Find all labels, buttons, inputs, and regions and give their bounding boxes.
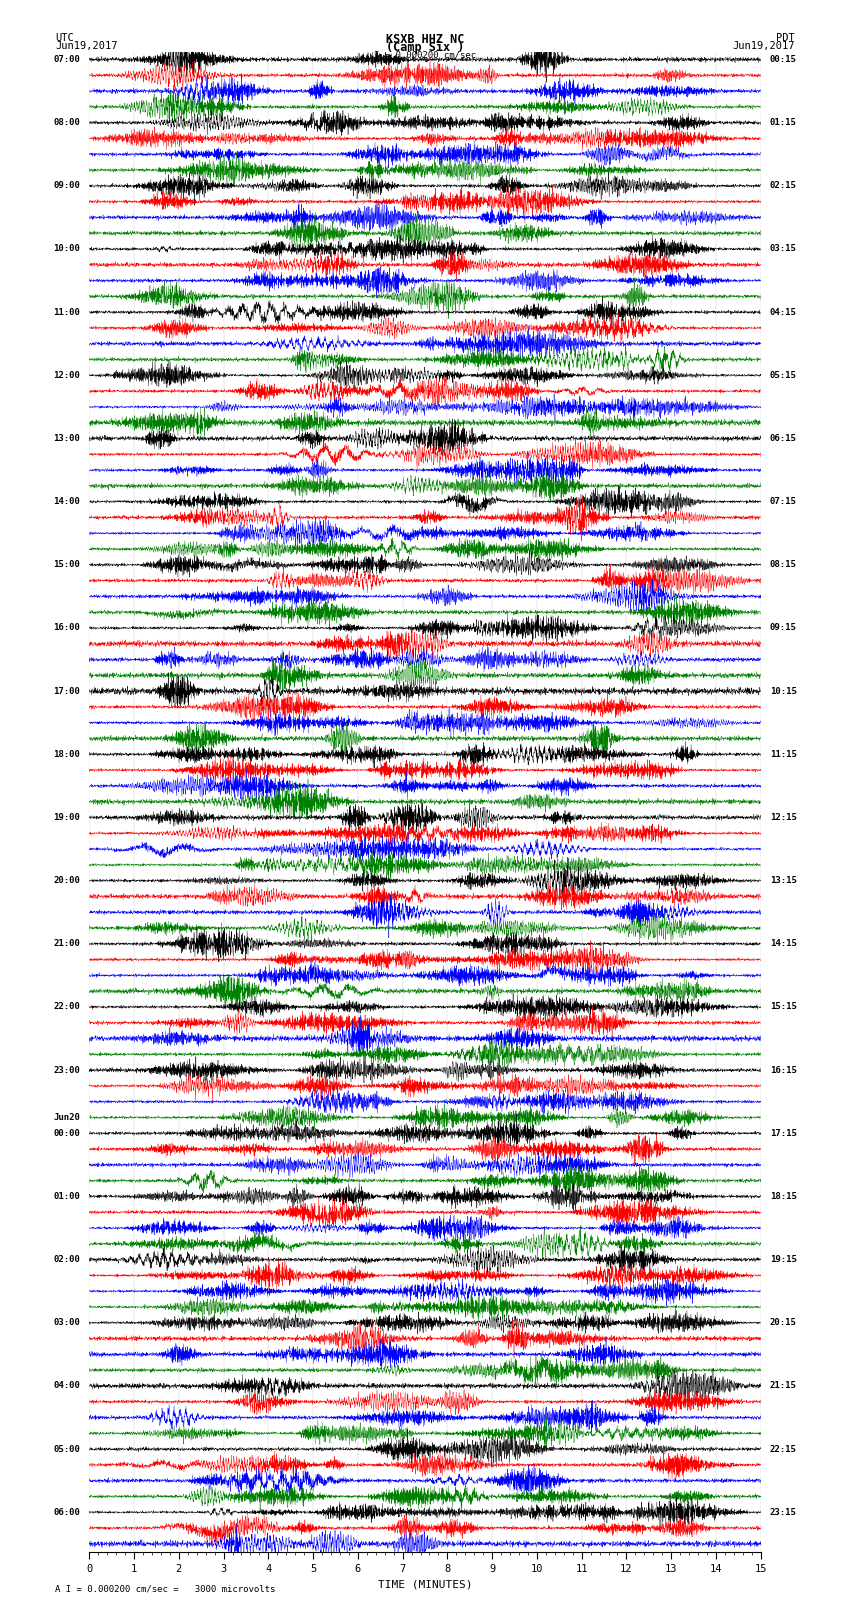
Text: 21:15: 21:15 bbox=[770, 1381, 796, 1390]
Text: 05:15: 05:15 bbox=[770, 371, 796, 379]
Text: 19:00: 19:00 bbox=[54, 813, 80, 823]
Text: 15:00: 15:00 bbox=[54, 560, 80, 569]
Text: 07:00: 07:00 bbox=[54, 55, 80, 65]
Text: 10:00: 10:00 bbox=[54, 245, 80, 253]
Text: PDT: PDT bbox=[776, 32, 795, 44]
Text: 03:00: 03:00 bbox=[54, 1318, 80, 1327]
Text: 06:00: 06:00 bbox=[54, 1508, 80, 1516]
Text: 22:15: 22:15 bbox=[770, 1445, 796, 1453]
Text: 23:00: 23:00 bbox=[54, 1066, 80, 1074]
Text: 13:00: 13:00 bbox=[54, 434, 80, 444]
Text: 17:15: 17:15 bbox=[770, 1129, 796, 1137]
Text: 16:15: 16:15 bbox=[770, 1066, 796, 1074]
Text: 04:15: 04:15 bbox=[770, 308, 796, 316]
Text: 08:15: 08:15 bbox=[770, 560, 796, 569]
Text: I = 0.000200 cm/sec: I = 0.000200 cm/sec bbox=[374, 50, 476, 60]
Text: Jun19,2017: Jun19,2017 bbox=[732, 40, 795, 52]
Text: 12:15: 12:15 bbox=[770, 813, 796, 823]
Text: 18:00: 18:00 bbox=[54, 750, 80, 758]
X-axis label: TIME (MINUTES): TIME (MINUTES) bbox=[377, 1579, 473, 1589]
Text: 09:00: 09:00 bbox=[54, 181, 80, 190]
Text: 01:15: 01:15 bbox=[770, 118, 796, 127]
Text: 15:15: 15:15 bbox=[770, 1002, 796, 1011]
Text: 12:00: 12:00 bbox=[54, 371, 80, 379]
Text: 01:00: 01:00 bbox=[54, 1192, 80, 1202]
Text: 19:15: 19:15 bbox=[770, 1255, 796, 1265]
Text: 21:00: 21:00 bbox=[54, 939, 80, 948]
Text: 07:15: 07:15 bbox=[770, 497, 796, 506]
Text: 18:15: 18:15 bbox=[770, 1192, 796, 1202]
Text: 06:15: 06:15 bbox=[770, 434, 796, 444]
Text: 02:00: 02:00 bbox=[54, 1255, 80, 1265]
Text: Jun19,2017: Jun19,2017 bbox=[55, 40, 118, 52]
Text: 11:00: 11:00 bbox=[54, 308, 80, 316]
Text: KSXB HHZ NC: KSXB HHZ NC bbox=[386, 32, 464, 47]
Text: 11:15: 11:15 bbox=[770, 750, 796, 758]
Text: A I = 0.000200 cm/sec =   3000 microvolts: A I = 0.000200 cm/sec = 3000 microvolts bbox=[55, 1584, 275, 1594]
Text: 05:00: 05:00 bbox=[54, 1445, 80, 1453]
Text: 00:00: 00:00 bbox=[54, 1129, 80, 1137]
Text: 13:15: 13:15 bbox=[770, 876, 796, 886]
Text: 00:15: 00:15 bbox=[770, 55, 796, 65]
Text: 03:15: 03:15 bbox=[770, 245, 796, 253]
Text: 14:00: 14:00 bbox=[54, 497, 80, 506]
Text: UTC: UTC bbox=[55, 32, 74, 44]
Text: 23:15: 23:15 bbox=[770, 1508, 796, 1516]
Text: 20:15: 20:15 bbox=[770, 1318, 796, 1327]
Text: 04:00: 04:00 bbox=[54, 1381, 80, 1390]
Text: 02:15: 02:15 bbox=[770, 181, 796, 190]
Text: 10:15: 10:15 bbox=[770, 687, 796, 695]
Text: 17:00: 17:00 bbox=[54, 687, 80, 695]
Text: 16:00: 16:00 bbox=[54, 624, 80, 632]
Text: (Camp Six ): (Camp Six ) bbox=[386, 40, 464, 55]
Text: 22:00: 22:00 bbox=[54, 1002, 80, 1011]
Text: 20:00: 20:00 bbox=[54, 876, 80, 886]
Text: Jun20: Jun20 bbox=[54, 1113, 80, 1123]
Text: 09:15: 09:15 bbox=[770, 624, 796, 632]
Text: 08:00: 08:00 bbox=[54, 118, 80, 127]
Text: 14:15: 14:15 bbox=[770, 939, 796, 948]
